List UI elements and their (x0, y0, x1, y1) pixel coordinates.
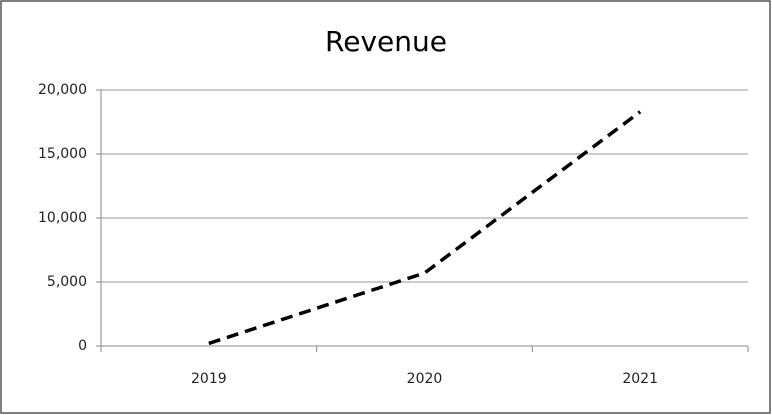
x-tick-label: 2019 (191, 371, 227, 387)
x-tick-label: 2020 (407, 371, 443, 387)
y-tick-label: 15,000 (38, 146, 87, 162)
y-tick-label: 20,000 (38, 82, 87, 98)
series-line (208, 110, 642, 346)
y-tick-label: 5,000 (47, 274, 87, 290)
y-tick-label: 10,000 (38, 210, 87, 226)
chart-title: Revenue (325, 25, 447, 58)
x-tick-label: 2021 (622, 371, 658, 387)
y-tick-label: 0 (78, 338, 87, 354)
